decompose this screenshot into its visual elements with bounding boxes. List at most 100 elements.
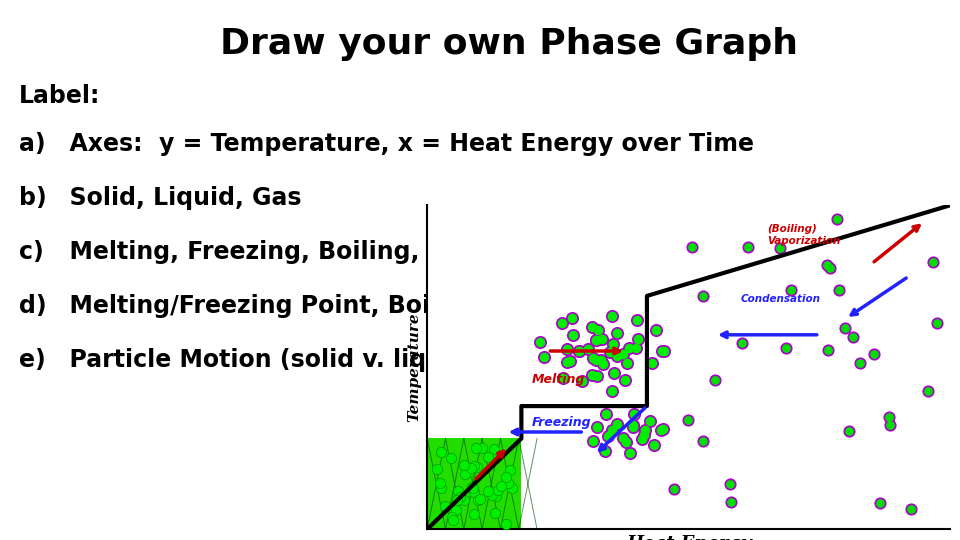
Point <box>740 242 756 251</box>
Point <box>574 377 589 386</box>
Point <box>929 319 945 327</box>
Point <box>648 326 663 334</box>
Point <box>610 352 625 361</box>
Point <box>841 427 856 436</box>
Point <box>464 483 479 491</box>
Point <box>648 326 663 334</box>
Point <box>820 261 835 269</box>
Point <box>472 494 488 503</box>
Point <box>881 413 897 421</box>
Point <box>468 443 484 452</box>
Point <box>586 354 601 362</box>
Point <box>646 441 661 449</box>
Text: a): a) <box>19 132 46 156</box>
Point <box>474 444 490 453</box>
Point <box>626 410 641 418</box>
Point <box>488 509 503 518</box>
Point <box>467 487 482 496</box>
Point <box>571 347 587 356</box>
Point <box>654 426 669 434</box>
Point <box>565 330 581 339</box>
Point <box>469 463 485 471</box>
Point <box>615 349 631 358</box>
Point <box>920 387 935 395</box>
Point <box>666 485 682 494</box>
Point <box>621 343 636 352</box>
Point <box>606 340 621 348</box>
Point <box>449 496 465 505</box>
Point <box>783 286 799 294</box>
Point <box>696 436 711 445</box>
Point <box>480 453 495 461</box>
Point <box>585 371 600 380</box>
Point <box>600 432 615 441</box>
Point <box>466 510 481 518</box>
Point <box>589 372 605 380</box>
Point <box>617 376 633 384</box>
Text: (Boiling)
Vaporization: (Boiling) Vaporization <box>767 225 841 246</box>
Point <box>564 314 580 323</box>
Point <box>589 372 605 380</box>
Text: Particle Motion (solid v. liquid v. gas): Particle Motion (solid v. liquid v. gas) <box>53 348 564 372</box>
Point <box>626 410 641 418</box>
Point <box>604 426 619 434</box>
Point <box>563 356 578 365</box>
Point <box>429 465 444 474</box>
Point <box>631 334 646 343</box>
Point <box>708 376 723 384</box>
Point <box>740 242 756 251</box>
Point <box>708 376 723 384</box>
Point <box>903 504 919 513</box>
Point <box>655 425 670 434</box>
Point <box>572 346 588 355</box>
Point <box>610 328 625 337</box>
X-axis label: Heat Energy: Heat Energy <box>626 535 752 540</box>
Point <box>593 356 609 364</box>
Point <box>588 423 604 431</box>
Point <box>820 346 835 354</box>
Point <box>924 257 940 266</box>
Point <box>604 312 619 321</box>
Point <box>565 330 581 339</box>
Point <box>622 448 637 457</box>
Point <box>585 371 600 380</box>
Point <box>655 425 670 434</box>
Point <box>604 387 619 395</box>
Point <box>589 326 605 334</box>
Point <box>554 319 569 327</box>
Point <box>644 359 660 368</box>
Point <box>929 319 945 327</box>
Point <box>438 501 453 510</box>
Point <box>463 464 478 472</box>
Point <box>556 373 571 382</box>
Point <box>604 387 619 395</box>
Point <box>470 496 486 504</box>
Point <box>589 326 605 334</box>
Point <box>655 347 670 355</box>
Point <box>831 286 847 294</box>
Text: Freezing: Freezing <box>532 415 591 429</box>
Point <box>585 323 600 332</box>
Point <box>588 355 603 364</box>
Point <box>597 447 612 455</box>
Point <box>585 437 600 445</box>
Point <box>504 484 519 492</box>
Point <box>642 416 658 425</box>
Point <box>556 373 571 382</box>
Point <box>606 340 621 348</box>
Point <box>444 453 459 462</box>
Point <box>606 369 621 377</box>
Point <box>614 434 630 443</box>
Point <box>646 441 661 449</box>
Point <box>622 448 637 457</box>
Point <box>588 335 604 344</box>
Point <box>684 243 699 252</box>
Point <box>621 343 636 352</box>
Text: Axes:  y = Temperature, x = Heat Energy over Time: Axes: y = Temperature, x = Heat Energy o… <box>53 132 754 156</box>
Point <box>696 436 711 445</box>
Point <box>852 359 868 368</box>
Point <box>610 352 625 361</box>
Point <box>500 478 516 487</box>
Text: c): c) <box>19 240 44 264</box>
Point <box>829 215 845 224</box>
